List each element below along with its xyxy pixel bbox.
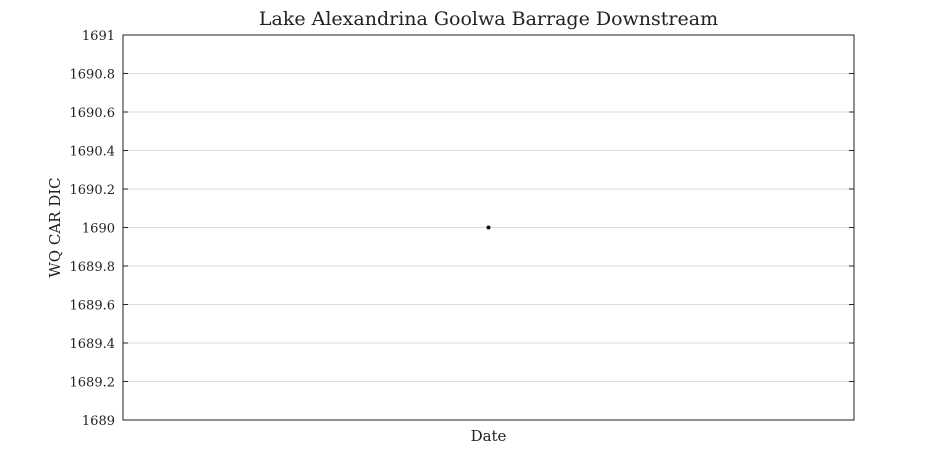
y-tick-label: 1689.4 bbox=[70, 337, 116, 352]
x-axis-label: Date bbox=[471, 427, 507, 445]
y-axis: 1689 1689.2 1689.4 1689.6 1689.8 1690 1690.2 16… bbox=[70, 29, 854, 429]
y-tick-label: 1689.2 bbox=[70, 376, 116, 391]
chart-title: Lake Alexandrina Goolwa Barrage Downstre… bbox=[259, 8, 718, 30]
y-tick-label: 1689 bbox=[82, 414, 115, 429]
data-points bbox=[486, 225, 491, 230]
data-point bbox=[486, 225, 491, 230]
y-tick-label: 1690.8 bbox=[70, 68, 116, 83]
y-tick-label: 1689.8 bbox=[70, 260, 116, 275]
y-tick-label: 1689.6 bbox=[70, 299, 116, 314]
y-tick-label: 1690.2 bbox=[70, 183, 116, 198]
y-tick-label: 1690 bbox=[82, 222, 115, 237]
y-tick-label: 1690.6 bbox=[70, 106, 116, 121]
y-tick-label: 1690.4 bbox=[70, 145, 116, 160]
y-tick-label: 1691 bbox=[82, 29, 115, 44]
y-axis-label: WQ CAR DIC bbox=[46, 177, 64, 277]
